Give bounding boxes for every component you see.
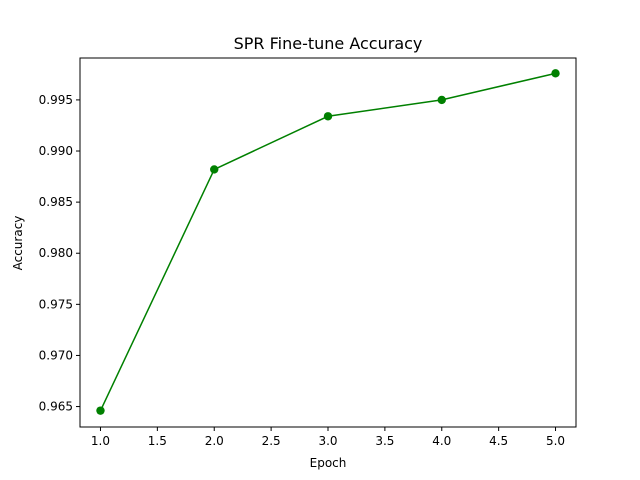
y-tick-label: 0.970 — [39, 348, 73, 362]
data-point — [96, 406, 105, 415]
x-tick-label: 1.5 — [148, 434, 167, 448]
y-tick-label: 0.975 — [39, 297, 73, 311]
data-point — [323, 112, 333, 121]
x-axis: 1.0 1.5 2.0 2.5 3.0 3.5 4.0 4.5 5.0 — [91, 427, 565, 448]
y-axis: 0.965 0.970 0.975 0.980 0.985 0.990 0.995 — [39, 93, 80, 414]
x-tick-label: 4.0 — [432, 434, 451, 448]
series-layer — [96, 69, 560, 415]
x-tick-label: 1.0 — [91, 434, 110, 448]
x-tick-label: 3.5 — [375, 434, 394, 448]
data-point — [551, 69, 560, 78]
series-line — [99, 72, 556, 411]
chart-title: SPR Fine-tune Accuracy — [234, 34, 423, 53]
data-point — [210, 165, 219, 174]
x-axis-label: Epoch — [310, 456, 347, 470]
x-tick-label: 4.5 — [489, 434, 508, 448]
y-tick-label: 0.985 — [39, 195, 73, 209]
x-tick-label: 5.0 — [546, 434, 565, 448]
y-axis-label: Accuracy — [11, 216, 25, 271]
y-tick-label: 0.980 — [39, 246, 73, 260]
x-tick-label: 2.0 — [205, 434, 224, 448]
y-tick-label: 0.990 — [39, 144, 73, 158]
x-tick-label: 3.0 — [318, 434, 337, 448]
data-point — [437, 95, 446, 105]
x-tick-label: 2.5 — [262, 434, 281, 448]
y-tick-label: 0.965 — [39, 400, 73, 414]
y-tick-label: 0.995 — [39, 93, 73, 107]
